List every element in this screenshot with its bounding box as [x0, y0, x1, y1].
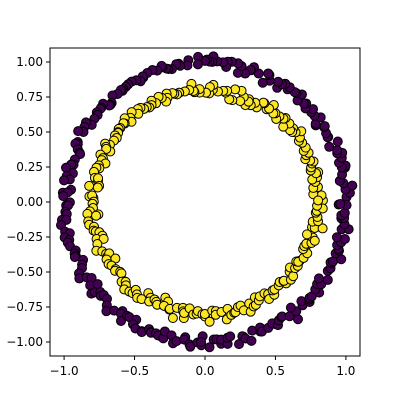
outer-ring-point: [273, 76, 284, 87]
y-tick-label: −0.50: [6, 265, 43, 279]
x-tick-label: −0.5: [120, 364, 149, 378]
x-tick-label: −1.0: [50, 364, 79, 378]
y-tick-label: 0.25: [16, 160, 43, 174]
outer-ring-point: [59, 175, 70, 186]
outer-ring-point: [204, 342, 215, 353]
inner-ring-point: [302, 229, 313, 240]
points-layer: [55, 51, 358, 353]
outer-ring-point: [73, 126, 84, 137]
y-tick-label: 0.00: [16, 195, 43, 209]
x-tick-label: 1.0: [336, 364, 355, 378]
outer-ring-point: [196, 336, 207, 347]
outer-ring-point: [319, 121, 330, 132]
outer-ring-point: [225, 331, 236, 342]
outer-ring-point: [339, 234, 350, 245]
outer-ring-point: [257, 77, 268, 88]
outer-ring-point: [263, 68, 274, 79]
y-tick-label: −1.00: [6, 335, 43, 349]
x-tick-label: 0.0: [195, 364, 214, 378]
outer-ring-point: [292, 314, 303, 325]
y-tick-label: −0.25: [6, 230, 43, 244]
y-tick-label: 1.00: [16, 55, 43, 69]
outer-ring-point: [192, 59, 203, 70]
inner-ring-point: [230, 84, 241, 95]
outer-ring-point: [322, 274, 333, 285]
y-axis-ticks: −1.00 −0.75 −0.50 −0.25 0.00 0.25 0.50 0.75 1.00: [6, 55, 50, 349]
inner-ring-point: [309, 235, 320, 246]
outer-ring-point: [246, 335, 257, 346]
y-tick-label: 0.50: [16, 125, 43, 139]
x-axis-ticks: −1.0 −0.5 0.0 0.5 1.0: [50, 356, 355, 378]
inner-ring-point: [91, 210, 102, 221]
inner-ring-point: [288, 271, 299, 282]
outer-ring-point: [332, 136, 343, 147]
y-tick-label: −0.75: [6, 300, 43, 314]
outer-ring-point: [58, 191, 69, 202]
inner-ring-point: [84, 180, 95, 191]
inner-ring-point: [317, 223, 328, 234]
inner-ring-point: [313, 195, 324, 206]
inner-ring-point: [167, 313, 178, 324]
outer-ring-point: [313, 273, 324, 284]
inner-ring-point: [204, 316, 215, 327]
outer-ring-point: [331, 232, 342, 243]
outer-ring-point: [335, 199, 346, 210]
inner-ring-point: [92, 182, 103, 193]
outer-ring-point: [324, 141, 335, 152]
y-tick-label: 0.75: [16, 90, 43, 104]
outer-ring-point: [285, 302, 296, 313]
outer-ring-point: [69, 252, 80, 263]
x-tick-label: 0.5: [266, 364, 285, 378]
outer-ring-point: [347, 180, 358, 191]
